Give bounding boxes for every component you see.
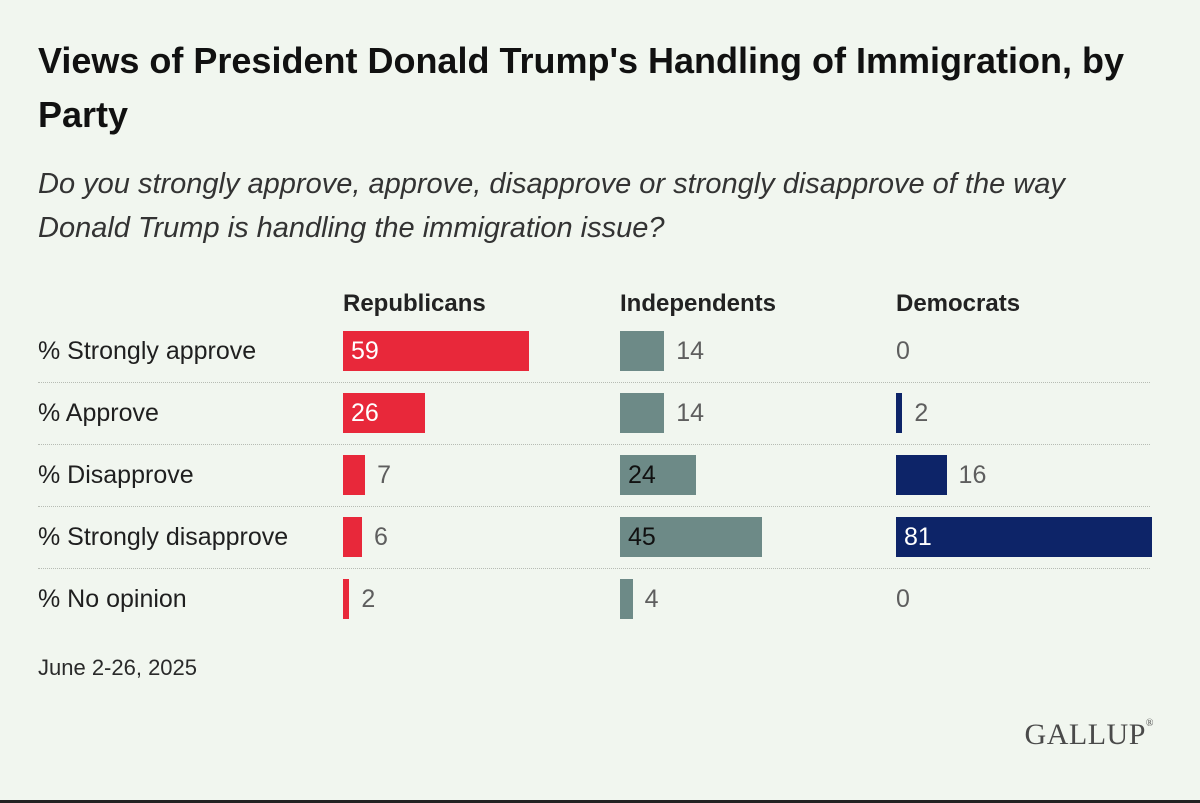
gallup-logo-text: GALLUP: [1024, 718, 1146, 751]
data-label: 6: [373, 523, 388, 551]
row-label: % Strongly approve: [38, 337, 257, 365]
bar-republicans: [343, 393, 426, 433]
row-label: % Approve: [38, 399, 159, 427]
bottom-rule: [0, 800, 1200, 803]
chart-title: Views of President Donald Trump's Handli…: [38, 40, 1125, 135]
row-divider: [38, 506, 1150, 507]
row-divider: [38, 382, 1150, 383]
survey-date: June 2-26, 2025: [38, 655, 198, 680]
bar-democrats: [896, 393, 903, 433]
bar-republicans: [343, 331, 530, 371]
bar-democrats: [896, 517, 1152, 557]
bar-democrats: [896, 455, 947, 495]
row-divider: [38, 444, 1150, 445]
data-label: 0: [896, 337, 910, 365]
bar-independents: [620, 579, 633, 619]
row-divider: [38, 568, 1150, 569]
column-header-independents: Independents: [620, 290, 777, 317]
column-header-republicans: Republicans: [343, 290, 486, 317]
data-label: 26: [351, 399, 379, 427]
data-label: 4: [644, 585, 659, 613]
data-label: 16: [958, 461, 987, 489]
gallup-logo: GALLUP®: [1024, 718, 1154, 751]
data-label: 81: [904, 523, 932, 551]
bar-independents: [620, 517, 763, 557]
chart-subtitle: Do you strongly approve, approve, disapp…: [38, 168, 1065, 244]
row-label: % No opinion: [38, 585, 187, 613]
data-label: 24: [628, 461, 656, 489]
data-label: 2: [914, 399, 929, 427]
data-label: 14: [676, 399, 705, 427]
bar-independents: [620, 455, 696, 495]
data-label: 7: [377, 461, 392, 489]
bar-republicans: [343, 455, 366, 495]
data-label: 14: [676, 337, 705, 365]
bar-republicans: [343, 517, 362, 557]
column-header-democrats: Democrats: [896, 290, 1021, 317]
data-label: 0: [896, 585, 910, 613]
row-label: % Disapprove: [38, 461, 194, 489]
bar-republicans: [343, 579, 350, 619]
data-label: 59: [351, 337, 379, 365]
data-label: 45: [628, 523, 656, 551]
data-label: 2: [361, 585, 376, 613]
row-label: % Strongly disapprove: [38, 523, 289, 551]
bar-independents: [620, 331, 665, 371]
bar-independents: [620, 393, 665, 433]
